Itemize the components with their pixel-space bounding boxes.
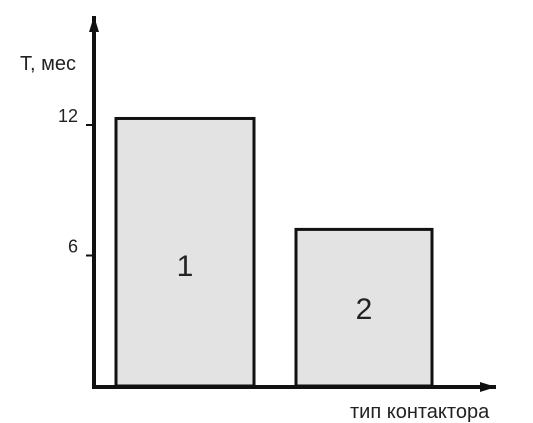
x-axis-title: тип контактора xyxy=(350,401,490,423)
bar-2 xyxy=(294,227,434,388)
y-tick-label-12: 12 xyxy=(58,106,78,126)
y-ticks-group: 12 6 xyxy=(58,106,96,257)
bar-label-2: 2 xyxy=(356,293,373,326)
bar-1 xyxy=(114,116,256,388)
bar-label-1: 1 xyxy=(177,250,194,283)
bars-group: 12 xyxy=(114,116,434,388)
y-axis-title: Т, мес xyxy=(20,53,76,75)
y-tick-label-6: 6 xyxy=(68,237,78,257)
